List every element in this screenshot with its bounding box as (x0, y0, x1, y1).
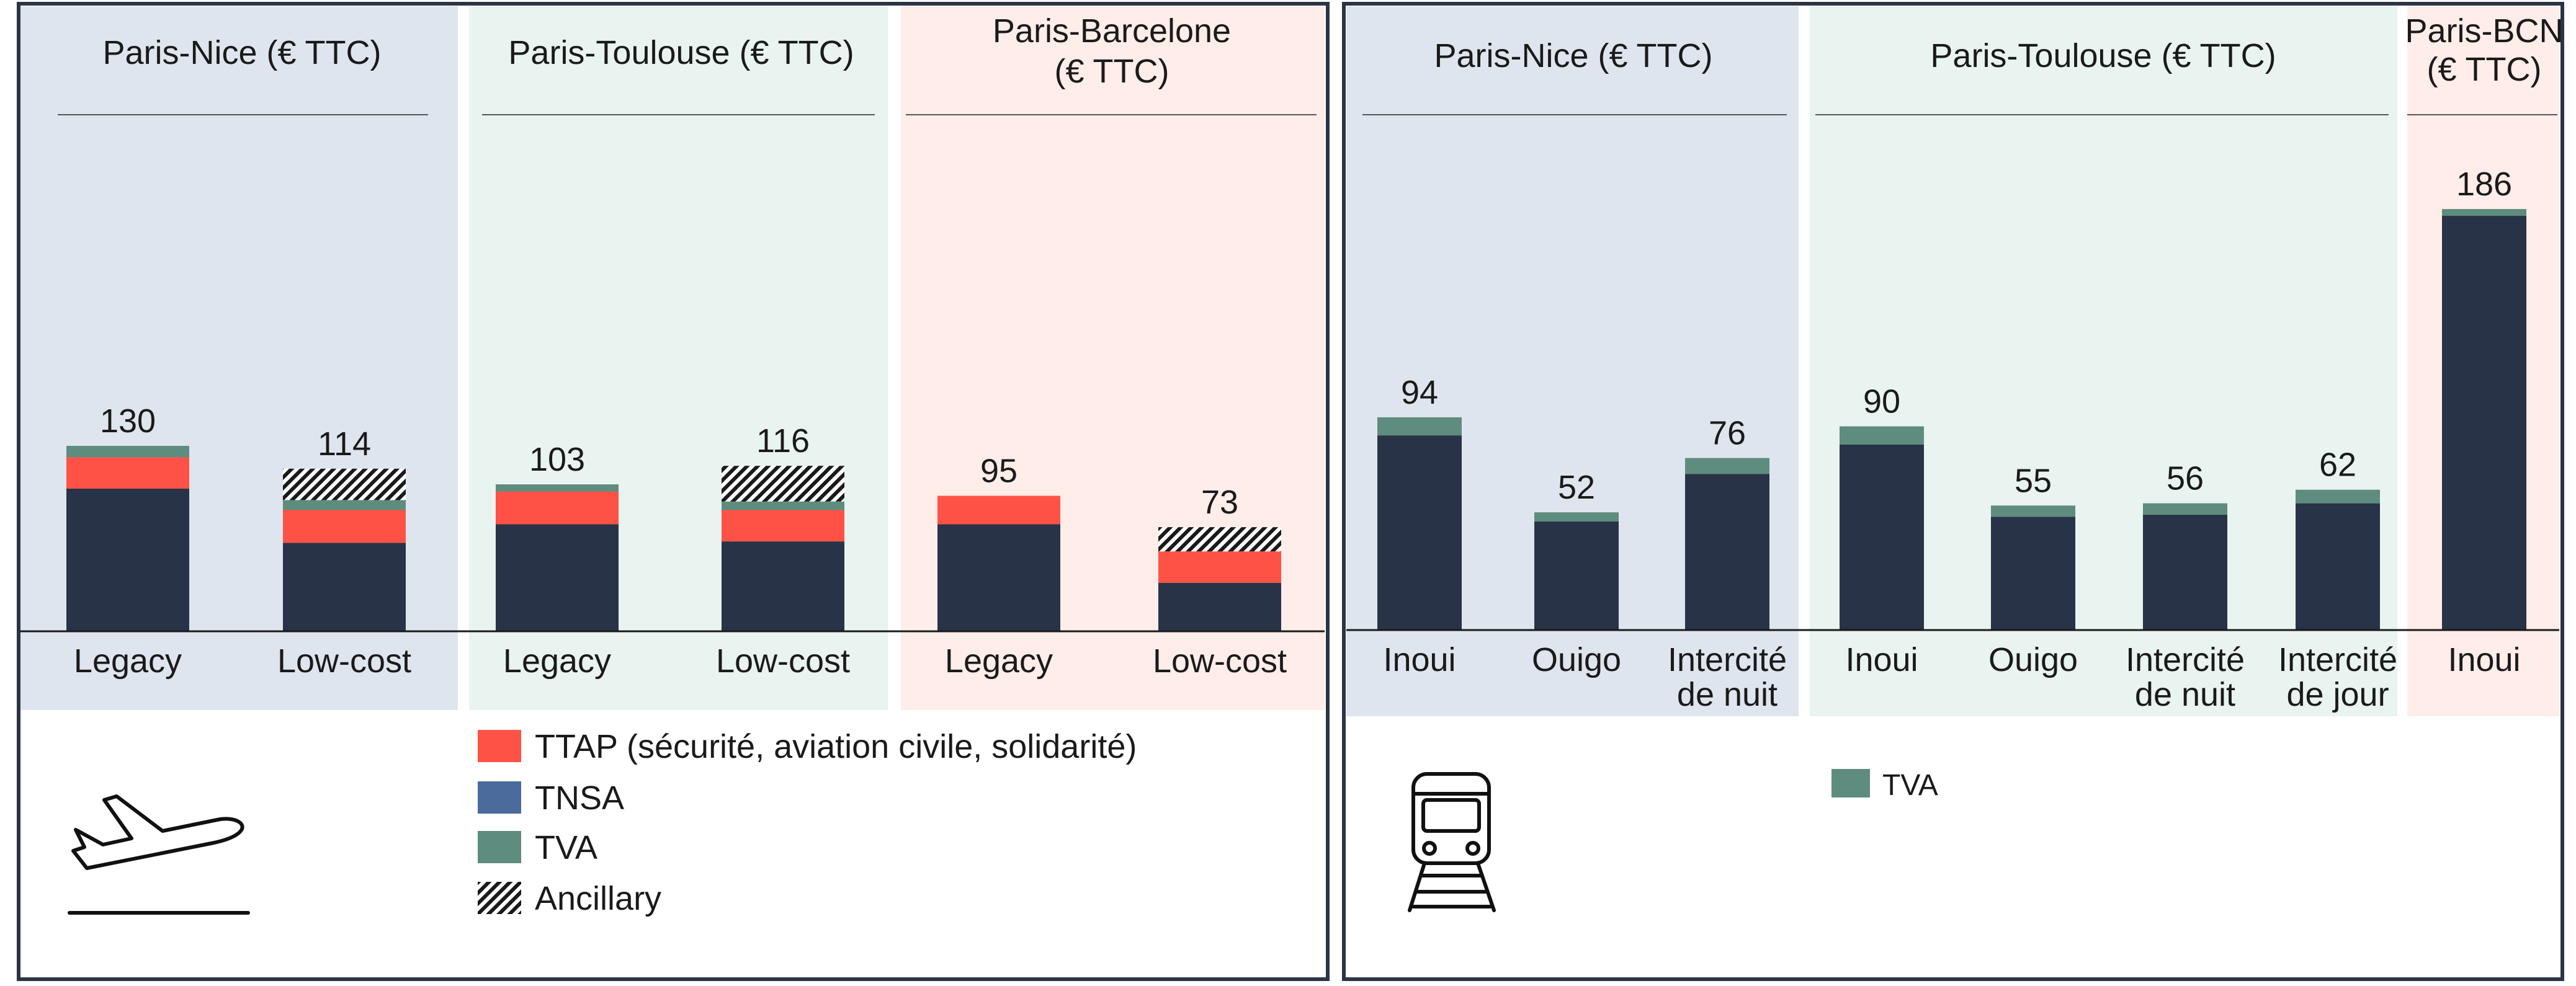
air-bar-2-ttap (283, 510, 406, 543)
legend-item-tva-rail: TVA (1831, 769, 1938, 802)
air-group-3-title: (€ TTC) (1055, 53, 1169, 90)
air-bar-1-base (66, 489, 189, 631)
rail-bar-2-tva (1534, 512, 1619, 522)
air-bar-2-base (283, 543, 406, 631)
rail-bar-3-total-label: 76 (1709, 415, 1746, 452)
air-bar-1-total-label: 130 (100, 402, 156, 440)
rail-bar-3-tva (1685, 458, 1769, 474)
air-panel-frame (17, 2, 1330, 981)
air-category-label-6: Low-cost (1153, 642, 1287, 680)
air-bar-3-ttap (496, 491, 619, 525)
air-group-1-title: Paris-Nice (€ TTC) (102, 34, 381, 71)
rail-panel-frame (1342, 2, 2564, 981)
rail-bar-4-base (1840, 444, 1924, 630)
legend-swatch-ttap (478, 730, 521, 762)
rail-category-label-8: Inoui (2448, 641, 2520, 678)
legend-item-tnsa: TNSA (478, 779, 624, 817)
air-group-2-title: Paris-Toulouse (€ TTC) (508, 34, 854, 71)
rail-bar-5-tva (1991, 505, 2075, 517)
legend-item-ttap: TTAP (sécurité, aviation civile, solidar… (478, 728, 1137, 765)
rail-bar-2-total-label: 52 (1558, 469, 1595, 506)
rail-category-label-4: Inoui (1845, 641, 1918, 678)
rail-legend: TVA (1831, 769, 1938, 802)
rail-bar-7-total-label: 62 (2319, 446, 2356, 484)
air-category-label-3: Legacy (503, 642, 611, 680)
air-bar-4-base (722, 541, 844, 631)
legend-swatch-tva-rail (1831, 769, 1870, 797)
rail-category-label-6: Intercité de nuit (2126, 641, 2245, 713)
rail-bar-8-total-label: 186 (2456, 166, 2512, 203)
legend-swatch-ancillary (478, 882, 521, 914)
rail-bar-4-tva (1840, 426, 1924, 445)
legend-label-tva: TVA (535, 829, 597, 866)
legend-item-tva: TVA (478, 829, 597, 866)
rail-bar-1-total-label: 94 (1401, 374, 1438, 411)
air-bar-3-tva (496, 484, 619, 492)
air-bar-1-ttap (66, 457, 189, 489)
air-bar-3-base (496, 524, 619, 631)
rail-bar-6-total-label: 56 (2167, 460, 2204, 497)
rail-bar-8-tva (2442, 209, 2526, 216)
air-bar-2-tva (283, 500, 406, 510)
rail-bar-7-tva (2296, 489, 2380, 504)
air-bar-1-tva (66, 446, 189, 458)
rail-group-3-title: (€ TTC) (2427, 51, 2542, 88)
rail-chart: Paris-Nice (€ TTC) Paris-Toulouse (€ TTC)… (1346, 12, 2564, 713)
rail-group-2-title: Paris-Toulouse (€ TTC) (1930, 37, 2276, 74)
air-category-label-4: Low-cost (716, 642, 850, 680)
air-bar-5-total-label: 95 (980, 453, 1017, 490)
legend-swatch-tva (478, 831, 521, 863)
airplane-takeoff-icon (68, 794, 250, 915)
air-bar-4-tva (722, 501, 844, 510)
air-legend: TTAP (sécurité, aviation civile, solidar… (478, 728, 1137, 917)
legend-label-ancillary: Ancillary (535, 880, 661, 917)
air-bar-6-base (1158, 582, 1281, 631)
air-bar-2-total-label: 114 (318, 425, 371, 463)
air-group-3-title: Paris-Barcelone (993, 12, 1231, 50)
air-bar-6-total-label: 73 (1201, 484, 1238, 521)
legend-label-tva-rail: TVA (1882, 769, 1938, 802)
rail-bar-8-base (2442, 216, 2526, 630)
rail-category-label-2: Ouigo (1532, 641, 1621, 678)
rail-group-1-title: Paris-Nice (€ TTC) (1434, 37, 1712, 74)
rail-bar-5-total-label: 55 (2015, 462, 2052, 499)
air-category-label-5: Legacy (945, 642, 1053, 680)
air-chart: Paris-Nice (€ TTC) Paris-Toulouse (€ TTC)… (20, 12, 1325, 680)
air-category-label-2: Low-cost (277, 642, 411, 680)
rail-bar-5-base (1991, 517, 2075, 630)
rail-bar-4-total-label: 90 (1863, 383, 1900, 420)
rail-bar-6-tva (2143, 503, 2227, 515)
rail-bar-1-tva (1377, 417, 1462, 436)
rail-category-label-7: Intercité de jour (2278, 641, 2397, 713)
legend-swatch-tnsa (478, 781, 521, 814)
rail-bar-6-base (2143, 514, 2227, 630)
rail-bar-1-base (1377, 435, 1462, 630)
air-bar-2-ancillary (283, 468, 406, 500)
train-icon (1408, 772, 1496, 912)
air-bar-5-base (937, 524, 1060, 631)
rail-category-label-3: Intercité de nuit (1668, 641, 1787, 713)
rail-group-3-title: Paris-BCN (2405, 12, 2563, 50)
legend-item-ancillary: Ancillary (478, 880, 661, 917)
air-bar-3-total-label: 103 (529, 441, 585, 478)
rail-category-label-5: Ouigo (1988, 641, 2078, 678)
rail-category-label-1: Inoui (1383, 641, 1456, 678)
air-bar-4-total-label: 116 (756, 422, 810, 460)
air-bar-5-ttap (937, 495, 1060, 525)
rail-bar-7-base (2296, 503, 2380, 630)
rail-bar-3-base (1685, 474, 1769, 630)
air-bar-6-ttap (1158, 551, 1281, 583)
air-category-label-1: Legacy (74, 642, 182, 680)
rail-bar-2-base (1534, 521, 1619, 630)
legend-label-tnsa: TNSA (535, 779, 624, 817)
air-bar-6-ancillary (1158, 527, 1281, 552)
air-bar-4-ancillary (722, 466, 844, 502)
legend-label-ttap: TTAP (sécurité, aviation civile, solidar… (535, 728, 1137, 765)
air-bar-4-ttap (722, 510, 844, 542)
